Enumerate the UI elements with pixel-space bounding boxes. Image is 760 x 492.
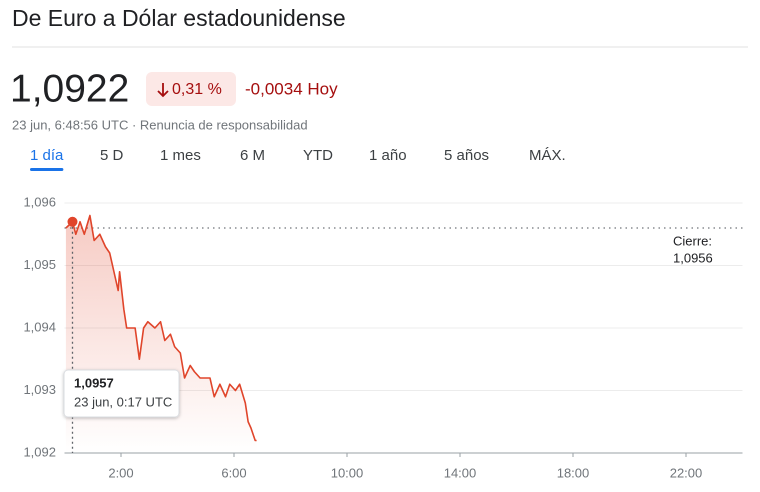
tabs: 1 día 5 D 1 mes 6 M YTD 1 año 5 años MÁX. [30,147,566,171]
tooltip-value: 1,0957 [74,375,114,390]
tab[interactable]: 1 día [30,147,64,164]
x-tick-label: 14:00 [444,465,477,480]
y-tick-label: 1,092 [23,444,56,459]
tab[interactable]: 6 M [240,147,265,164]
tab[interactable]: YTD [303,147,333,164]
plot: 1,092 1,093 1,094 1,095 1,096 2:00 6:00 10:00 14… [23,194,743,480]
down-arrow [157,83,169,98]
y-tick-label: 1,094 [23,319,56,334]
tab[interactable]: 5 años [444,147,489,164]
tab[interactable]: 1 año [369,147,407,164]
reference-label: Cierre: [673,233,712,248]
title: De Euro a Dólar estadounidense [12,5,346,31]
y-tick-label: 1,095 [23,257,56,272]
y-tick-label: 1,093 [23,382,56,397]
tooltip-time: 23 jun, 0:17 UTC [74,394,172,409]
tab[interactable]: MÁX. [529,147,566,164]
tooltip-box [63,369,180,418]
tab[interactable]: 5 D [100,147,124,164]
timestamp: 23 jun, 6:48:56 UTC · Renuncia de respon… [12,117,308,132]
x-tick-label: 22:00 [670,465,703,480]
hover-marker [67,216,78,227]
x-tick-label: 2:00 [108,465,133,480]
price-line [65,214,257,442]
x-tick-label: 6:00 [221,465,246,480]
x-tick-label: 18:00 [557,465,590,480]
change-absolute: -0,0034 Hoy [245,79,338,98]
change-badge [146,72,236,106]
tab-underline [30,168,64,171]
y-tick-label: 1,096 [23,194,56,209]
x-tick-label: 10:00 [331,465,364,480]
reference-value: 1,0956 [673,250,713,265]
price: 1,0922 [10,67,129,110]
tab[interactable]: 1 mes [160,147,201,164]
change-percent: 0,31 % [172,81,222,98]
